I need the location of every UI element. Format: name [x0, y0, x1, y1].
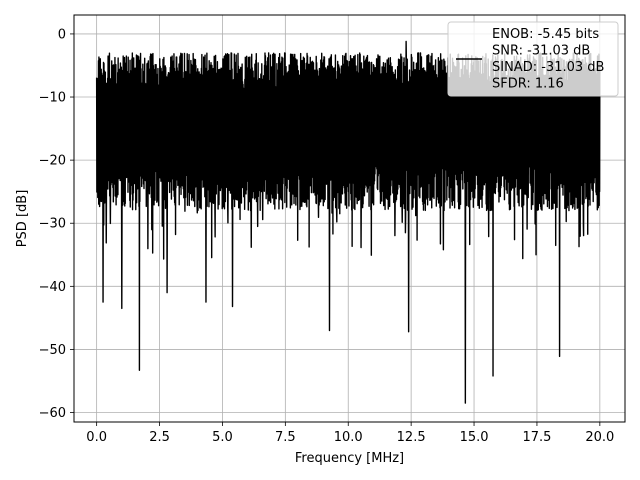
x-tick-label: 5.0	[212, 430, 233, 445]
x-tick-label: 10.0	[334, 430, 363, 445]
x-tick-label: 7.5	[275, 430, 296, 445]
legend-entry: ENOB: -5.45 bits	[492, 27, 599, 42]
x-axis-label: Frequency [MHz]	[295, 451, 404, 466]
x-tick-label: 0.0	[86, 430, 107, 445]
legend-entry: SINAD: -31.03 dB	[492, 60, 604, 75]
plot-area	[95, 40, 601, 404]
y-tick-label: −10	[39, 91, 66, 106]
x-axis-ticks: 0.0 2.5 5.0 7.5 10.0 12.5 15.0 17.5 20.0	[86, 422, 614, 445]
y-tick-label: −30	[39, 217, 66, 232]
y-tick-label: −60	[39, 406, 66, 421]
y-axis-label: PSD [dB]	[15, 190, 30, 248]
legend-box	[447, 21, 619, 97]
plot-frame	[73, 14, 626, 423]
x-tick-label: 12.5	[397, 430, 426, 445]
y-tick-label: −40	[39, 280, 66, 295]
legend-entry: SFDR: 1.16	[492, 77, 564, 92]
x-tick-label: 2.5	[149, 430, 170, 445]
x-tick-label: 15.0	[460, 430, 489, 445]
legend-entry: SNR: -31.03 dB	[492, 44, 590, 59]
x-tick-label: 20.0	[585, 430, 614, 445]
y-axis-ticks: 0 −10 −20 −30 −40 −50 −60	[39, 27, 74, 421]
y-tick-label: 0	[58, 27, 66, 42]
x-tick-label: 17.5	[522, 430, 551, 445]
y-tick-label: −50	[39, 343, 66, 358]
y-tick-label: −20	[39, 154, 66, 169]
psd-series-line	[95, 40, 601, 404]
